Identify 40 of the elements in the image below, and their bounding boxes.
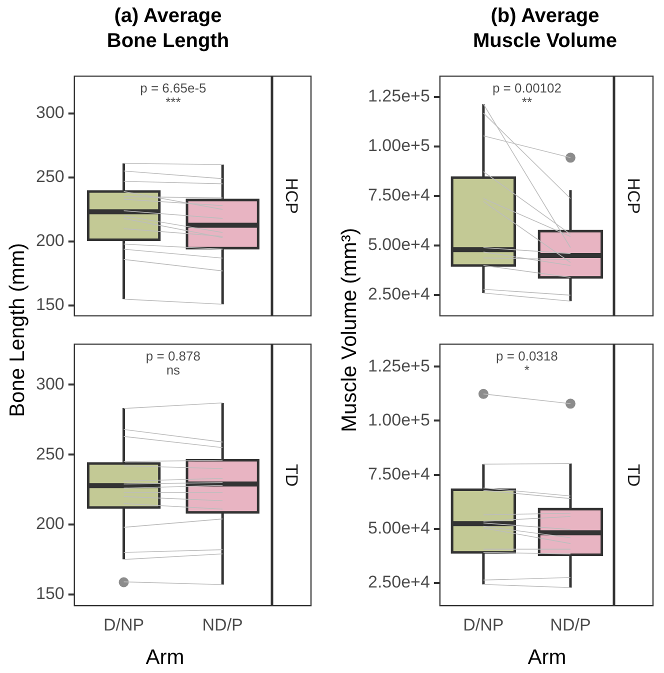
y-tick-label: 1.25e+5	[368, 356, 430, 376]
y-tick-label: 1.25e+5	[368, 86, 430, 106]
annotation: p = 6.65e-5	[140, 80, 206, 96]
annotation: p = 0.00102	[492, 80, 562, 96]
x-tick-label: D/NP	[103, 615, 144, 634]
y-axis-title: Bone Length (mm)	[6, 243, 30, 417]
text: TD	[281, 464, 301, 486]
y-tick-label: 150	[36, 584, 64, 604]
y-tick-label: 250	[36, 167, 64, 186]
chart-title: (a) Average Bone Length	[106, 4, 230, 54]
y-tick-label: 5.00e+4	[368, 518, 430, 538]
y-tick-label: 1.00e+5	[368, 136, 430, 156]
annotation: p = 0.878	[146, 348, 200, 364]
text: HCP	[281, 178, 301, 214]
y-axis-title: Muscle Volume (mm³)	[338, 228, 362, 432]
y-tick-label: 300	[36, 103, 64, 122]
y-tick-label: 250	[36, 444, 64, 464]
annotation: p = 0.0318	[496, 348, 558, 364]
annotation: ns	[166, 362, 181, 378]
y-tick-label: 5.00e+4	[368, 235, 430, 254]
x-axis-title: Arm	[144, 646, 186, 670]
y-tick-label: 200	[36, 514, 64, 534]
y-tick-label: 2.50e+4	[368, 284, 430, 304]
x-tick-label: D/NP	[463, 615, 504, 634]
y-tick-label: 200	[36, 231, 64, 250]
y-tick-label: 7.50e+4	[368, 186, 430, 205]
annotation: *	[524, 362, 530, 378]
text: TD	[623, 464, 643, 486]
annotation: ***	[166, 94, 181, 110]
annotation: **	[522, 94, 532, 110]
chart-title: (b) Average Muscle Volume	[472, 4, 618, 54]
x-tick-label: ND/P	[550, 615, 591, 634]
x-tick-label: ND/P	[202, 615, 243, 634]
y-tick-label: 2.50e+4	[368, 572, 430, 592]
y-tick-label: 150	[36, 295, 64, 314]
y-tick-label: 300	[36, 374, 64, 394]
y-tick-label: 7.50e+4	[368, 464, 430, 484]
y-tick-label: 1.00e+5	[368, 410, 430, 430]
x-axis-title: Arm	[526, 646, 568, 670]
text: HCP	[623, 178, 643, 214]
